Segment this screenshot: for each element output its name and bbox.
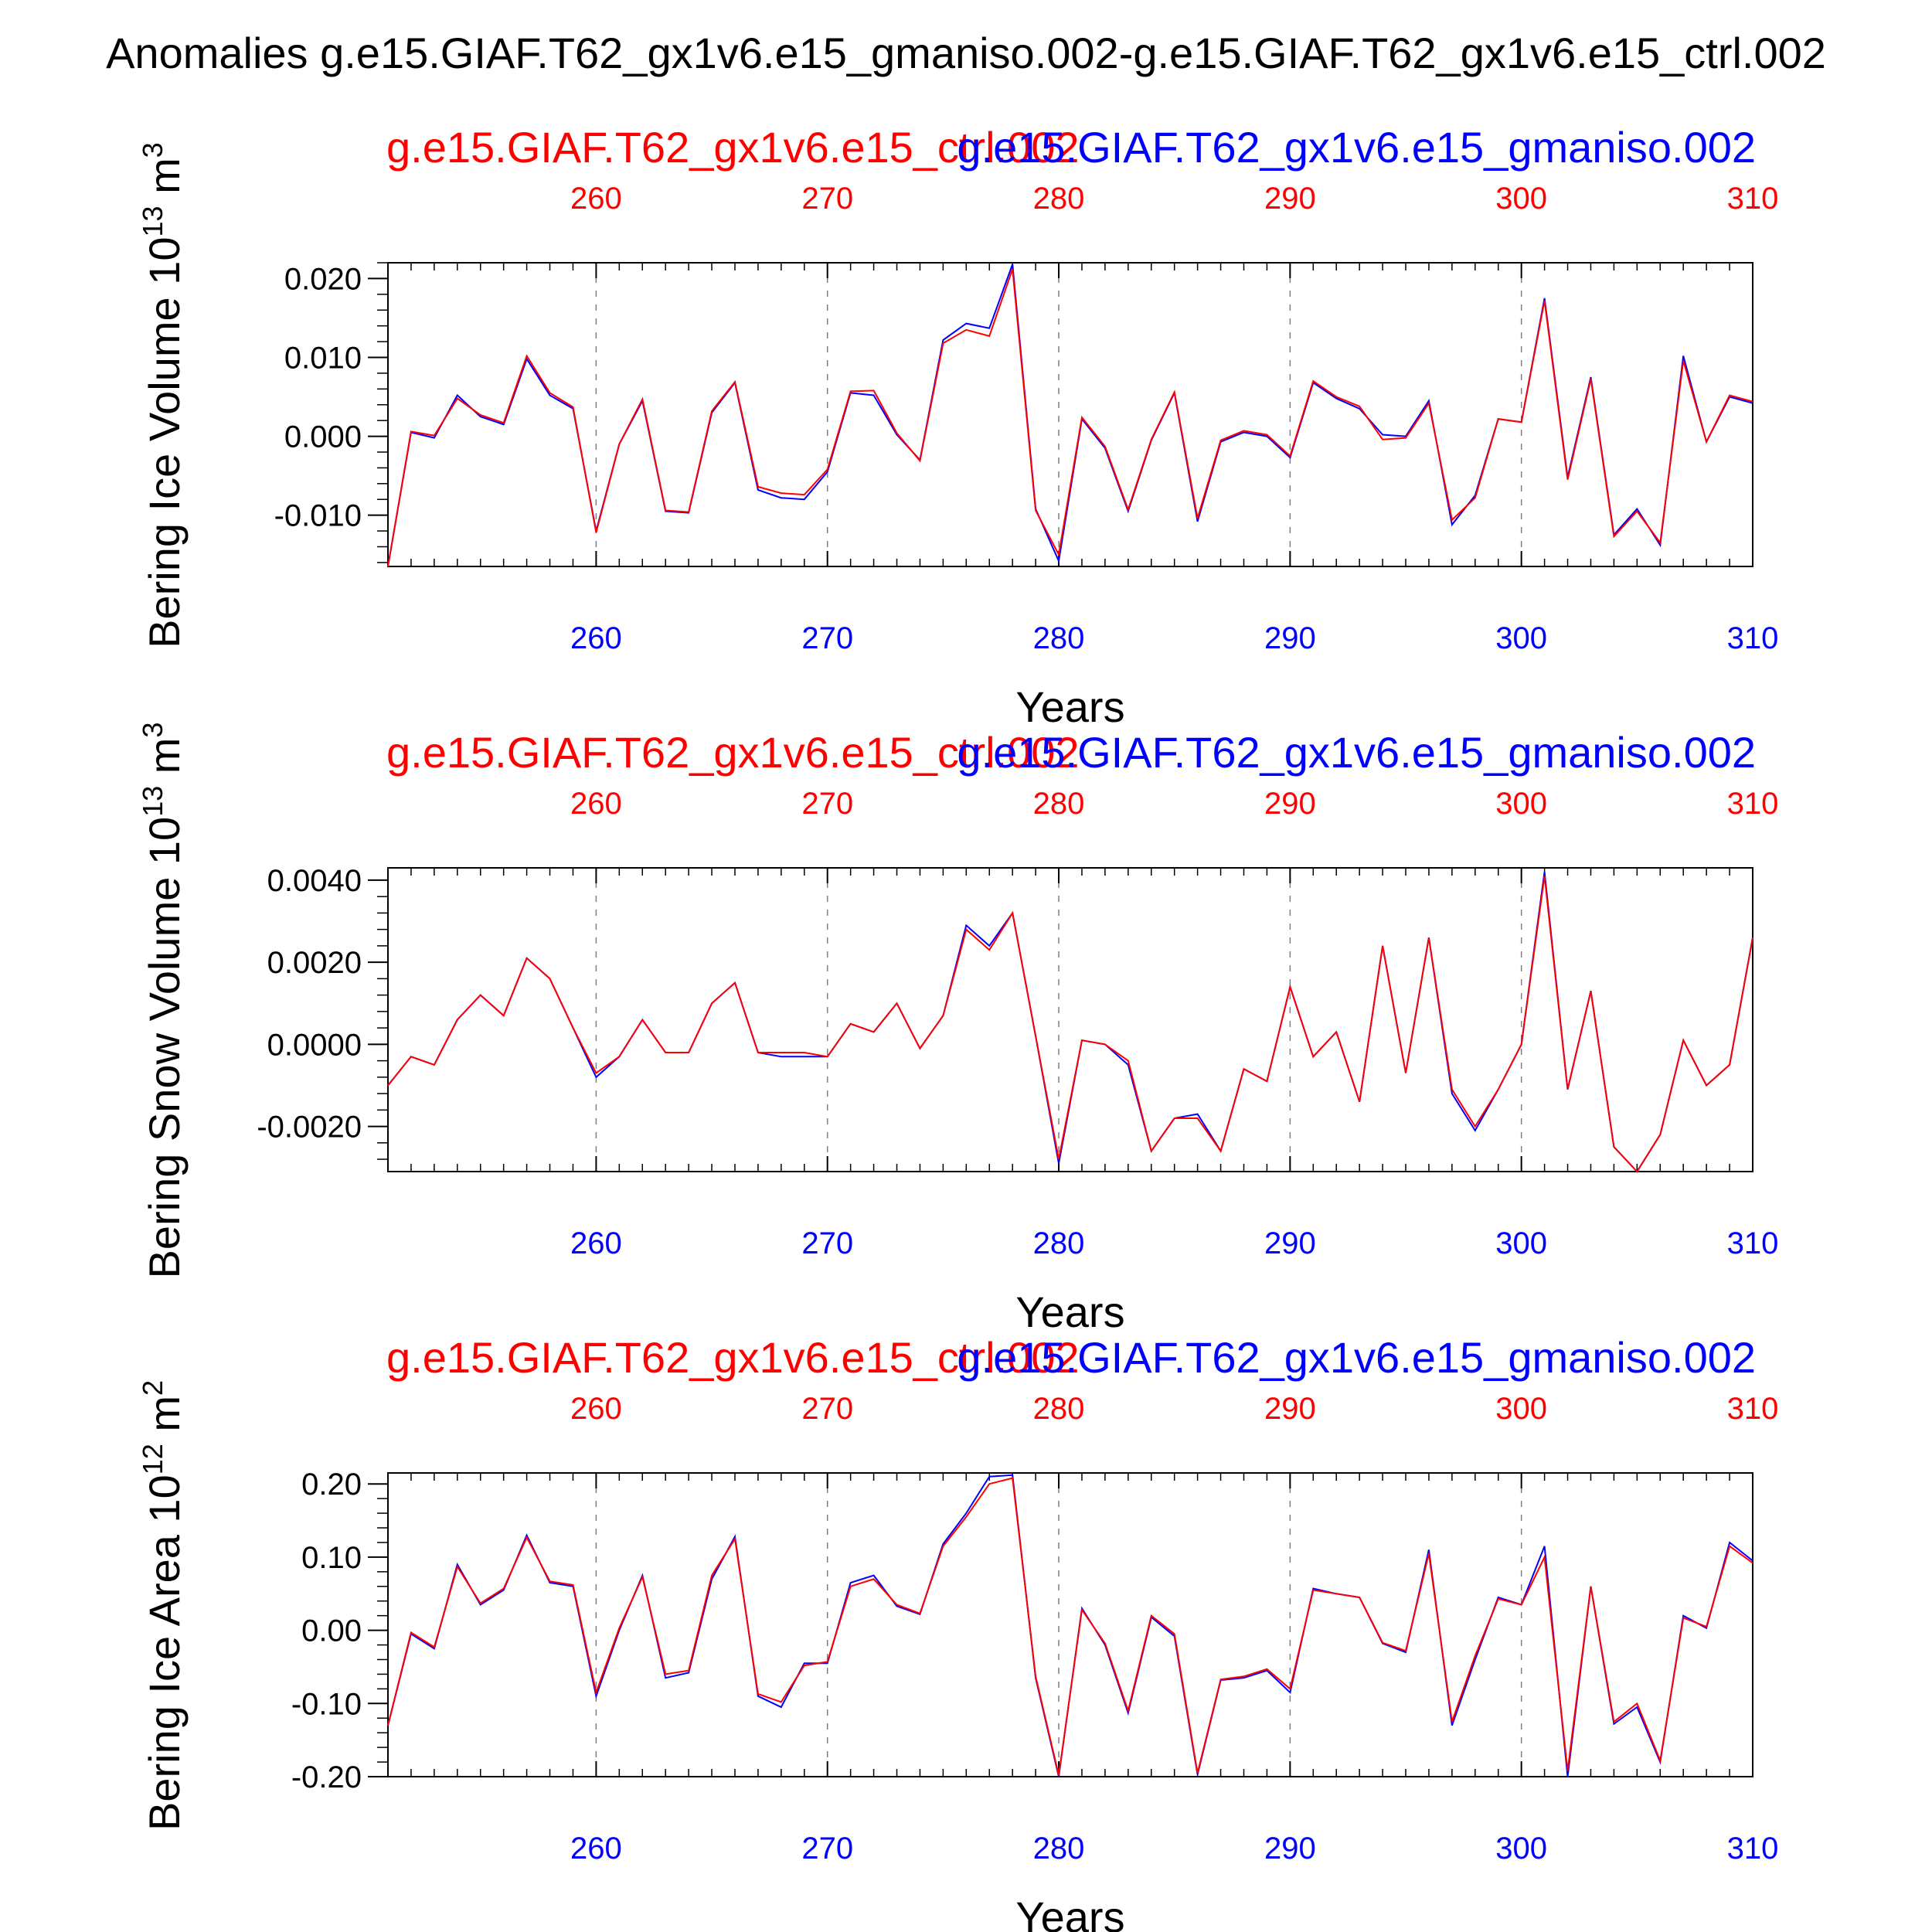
y-tick-label: 0.010	[284, 341, 362, 375]
x-tick-label-bottom: 310	[1727, 1226, 1779, 1260]
y-axis-label: Bering Ice Volume 1013 m3	[137, 142, 189, 648]
x-tick-label-top: 260	[570, 787, 622, 821]
x-axis-label: Years	[1015, 682, 1124, 731]
figure-title: Anomalies g.e15.GIAF.T62_gx1v6.e15_gmani…	[106, 29, 1826, 77]
x-tick-label-bottom: 280	[1033, 1832, 1085, 1866]
y-tick-label: -0.20	[291, 1760, 362, 1794]
x-tick-label-top: 300	[1495, 182, 1547, 216]
y-tick-label: 0.020	[284, 262, 362, 296]
x-tick-label-bottom: 260	[570, 621, 622, 655]
plot-frame	[387, 867, 1753, 1172]
x-tick-label-top: 260	[570, 182, 622, 216]
y-tick-label: 0.000	[284, 420, 362, 454]
chart-panel-2: -0.0020 0.0000 0.0020 0.0040 260 260 270 270 280…	[137, 722, 1778, 1336]
y-tick-label: 0.0020	[267, 946, 362, 980]
x-tick-label-top: 270	[801, 182, 853, 216]
series-line-ctrl	[387, 876, 1753, 1173]
x-tick-label-bottom: 310	[1727, 1832, 1779, 1866]
x-axis-label: Years	[1015, 1287, 1124, 1336]
x-tick-label-bottom: 310	[1727, 621, 1779, 655]
plot-frame	[387, 262, 1753, 567]
x-tick-label-top: 280	[1033, 787, 1085, 821]
x-tick-label-top: 280	[1033, 1392, 1085, 1426]
x-tick-label-top: 310	[1727, 787, 1779, 821]
x-tick-label-bottom: 280	[1033, 1226, 1085, 1260]
x-tick-label-bottom: 280	[1033, 621, 1085, 655]
x-tick-label-top: 300	[1495, 787, 1547, 821]
panel-title-ctrl: g.e15.GIAF.T62_gx1v6.e15_ctrl.002	[386, 123, 1080, 172]
x-tick-label-top: 270	[801, 1392, 853, 1426]
series-line-gmaniso	[387, 264, 1753, 567]
x-tick-label-top: 300	[1495, 1392, 1547, 1426]
x-tick-label-top: 290	[1264, 787, 1316, 821]
x-tick-label-bottom: 290	[1264, 621, 1316, 655]
x-axis-label: Years	[1015, 1893, 1124, 1932]
y-tick-label: -0.10	[291, 1687, 362, 1721]
y-tick-label: 0.10	[301, 1541, 362, 1575]
panel-title-gmaniso: g.e15.GIAF.T62_gx1v6.e15_gmaniso.002	[957, 123, 1756, 172]
x-tick-label-top: 280	[1033, 182, 1085, 216]
y-tick-label: -0.010	[274, 499, 362, 533]
panel-title-gmaniso: g.e15.GIAF.T62_gx1v6.e15_gmaniso.002	[957, 1333, 1756, 1382]
y-tick-label: 0.0040	[267, 864, 362, 898]
x-tick-label-top: 290	[1264, 182, 1316, 216]
x-tick-label-bottom: 300	[1495, 1832, 1547, 1866]
y-tick-label: 0.00	[301, 1614, 362, 1648]
x-tick-label-bottom: 300	[1495, 621, 1547, 655]
x-tick-label-top: 310	[1727, 1392, 1779, 1426]
y-axis-label: Bering Snow Volume 1013 m3	[137, 722, 189, 1278]
x-tick-label-bottom: 300	[1495, 1226, 1547, 1260]
x-tick-label-bottom: 270	[801, 1226, 853, 1260]
series-line-ctrl	[387, 1477, 1753, 1776]
series-line-gmaniso	[387, 1474, 1753, 1777]
x-tick-label-bottom: 260	[570, 1226, 622, 1260]
x-tick-label-bottom: 260	[570, 1832, 622, 1866]
panel-title-gmaniso: g.e15.GIAF.T62_gx1v6.e15_gmaniso.002	[957, 728, 1756, 777]
x-tick-label-bottom: 270	[801, 1832, 853, 1866]
x-tick-label-bottom: 290	[1264, 1832, 1316, 1866]
y-tick-label: -0.0020	[257, 1111, 362, 1145]
x-tick-label-top: 260	[570, 1392, 622, 1426]
panel-title-ctrl: g.e15.GIAF.T62_gx1v6.e15_ctrl.002	[386, 1333, 1080, 1382]
plot-frame	[387, 1472, 1753, 1777]
x-tick-label-top: 310	[1727, 182, 1779, 216]
panel-title-ctrl: g.e15.GIAF.T62_gx1v6.e15_ctrl.002	[386, 728, 1080, 777]
y-axis-label: Bering Ice Area 1012 m2	[137, 1380, 189, 1831]
series-line-ctrl	[387, 268, 1753, 567]
y-tick-label: 0.20	[301, 1468, 362, 1502]
chart-panel-3: -0.20 -0.10 0.00 0.10 0.20 260 260 270 270 280 280…	[137, 1333, 1778, 1932]
y-tick-label: 0.0000	[267, 1028, 362, 1062]
x-tick-label-bottom: 270	[801, 621, 853, 655]
x-tick-label-top: 290	[1264, 1392, 1316, 1426]
series-line-gmaniso	[387, 872, 1753, 1173]
chart-panel-1: -0.010 0.000 0.010 0.020 260 260 270 270 280 280 2…	[137, 123, 1778, 731]
x-tick-label-bottom: 290	[1264, 1226, 1316, 1260]
x-tick-label-top: 270	[801, 787, 853, 821]
